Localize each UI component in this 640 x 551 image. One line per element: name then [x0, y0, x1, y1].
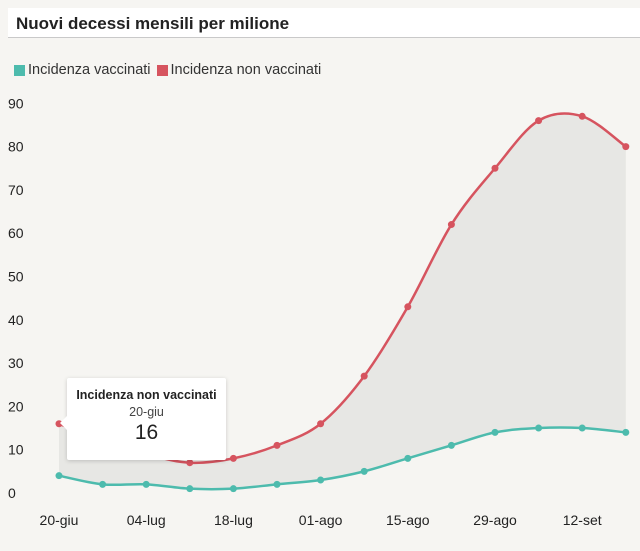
data-point-non-vaccinati — [273, 441, 281, 449]
y-tick-label: 20 — [8, 398, 24, 414]
x-tick-label: 12-set — [563, 512, 602, 528]
x-tick-label: 29-ago — [473, 512, 517, 528]
y-tick-label: 30 — [8, 355, 24, 371]
data-point-vaccinati — [55, 472, 63, 480]
y-tick-label: 10 — [8, 442, 24, 458]
data-point-non-vaccinati — [491, 164, 499, 172]
data-point-vaccinati — [273, 480, 281, 488]
x-tick-label: 04-lug — [127, 512, 166, 528]
tooltip-date: 20-giu — [129, 405, 164, 419]
data-point-non-vaccinati — [535, 117, 543, 125]
data-point-vaccinati — [491, 428, 499, 436]
data-point-non-vaccinati — [229, 454, 237, 462]
gap-area — [59, 113, 626, 490]
tooltip-series: Incidenza non vaccinati — [76, 388, 217, 402]
data-point-vaccinati — [186, 485, 194, 493]
data-point-vaccinati — [99, 480, 107, 488]
title-bar: Nuovi decessi mensili per milione — [8, 8, 640, 38]
legend-label-vaccinati: Incidenza vaccinati — [28, 62, 151, 78]
y-tick-label: 70 — [8, 182, 24, 198]
data-point-vaccinati — [142, 480, 150, 488]
x-tick-label: 18-lug — [214, 512, 253, 528]
data-point-vaccinati — [404, 454, 412, 462]
y-tick-label: 0 — [8, 485, 16, 501]
data-point-vaccinati — [578, 424, 586, 432]
data-point-non-vaccinati — [317, 420, 325, 428]
data-point-vaccinati — [535, 424, 543, 432]
chart-title: Nuovi decessi mensili per milione — [16, 14, 290, 33]
legend-item-vaccinati[interactable]: Incidenza vaccinati — [14, 62, 151, 78]
series-line-vaccinati — [58, 426, 626, 491]
data-point-vaccinati — [622, 428, 630, 436]
data-point-vaccinati — [447, 441, 455, 449]
tooltip-value: 16 — [134, 421, 159, 444]
data-point-vaccinati — [360, 467, 368, 475]
data-point-non-vaccinati — [404, 303, 412, 311]
data-point-non-vaccinati — [447, 221, 455, 229]
data-point-non-vaccinati — [360, 372, 368, 380]
x-tick-label: 15-ago — [386, 512, 430, 528]
data-point-non-vaccinati — [578, 112, 586, 120]
tooltip: Incidenza non vaccinati 20-giu 16 — [60, 378, 226, 460]
legend-swatch-vaccinati — [14, 64, 25, 76]
legend-swatch-non-vaccinati — [156, 64, 168, 76]
data-point-vaccinati — [229, 485, 237, 493]
y-tick-label: 50 — [8, 269, 24, 285]
y-tick-label: 60 — [8, 225, 24, 241]
y-tick-label: 80 — [8, 139, 24, 155]
y-tick-label: 40 — [8, 312, 24, 328]
legend-item-non-vaccinati[interactable]: Incidenza non vaccinati — [156, 62, 322, 78]
data-point-vaccinati — [317, 476, 325, 484]
legend: Incidenza vaccinati Incidenza non vaccin… — [14, 62, 327, 78]
x-tick-label: 20-giu — [40, 512, 79, 528]
legend-label-non-vaccinati: Incidenza non vaccinati — [170, 62, 322, 78]
data-point-non-vaccinati — [622, 143, 630, 151]
x-tick-label: 01-ago — [299, 512, 343, 528]
data-point-non-vaccinati — [186, 459, 194, 467]
y-tick-label: 90 — [8, 95, 24, 111]
